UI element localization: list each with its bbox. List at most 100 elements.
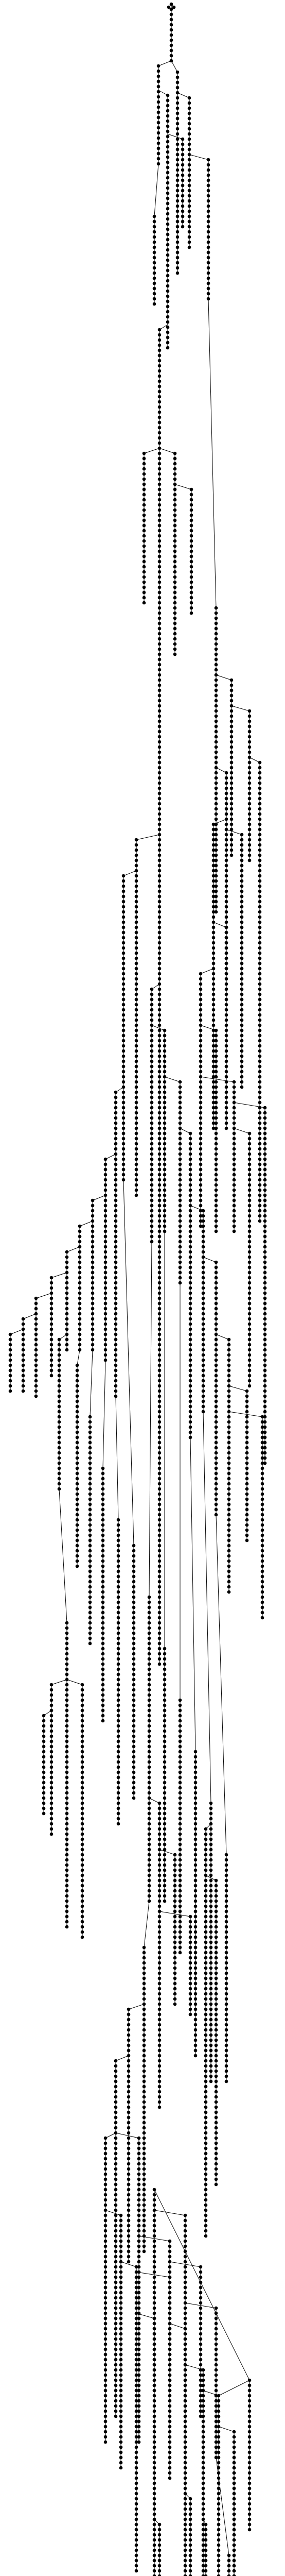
tree-node — [215, 1482, 218, 1486]
tree-node — [135, 936, 138, 940]
tree-node — [132, 1606, 136, 1609]
tree-node — [233, 1116, 236, 1120]
tree-node — [88, 1467, 92, 1470]
tree-node — [215, 709, 218, 713]
tree-node — [190, 509, 193, 512]
tree-node — [194, 1858, 198, 1862]
tree-node — [65, 1853, 69, 1857]
tree-node — [122, 1065, 126, 1069]
tree-node — [137, 2137, 141, 2140]
tree-node — [204, 2569, 208, 2573]
tree-node — [189, 1209, 192, 1213]
tree-node — [76, 1420, 79, 1424]
tree-node — [114, 1338, 118, 1342]
tree-node — [142, 452, 146, 455]
tree-node — [157, 70, 161, 73]
tree-node — [137, 2374, 141, 2377]
tree-node — [207, 256, 210, 260]
tree-node — [91, 1292, 95, 1295]
tree-node — [258, 1003, 262, 1007]
tree-node — [215, 797, 218, 801]
tree-node — [263, 1183, 267, 1187]
tree-node — [50, 1766, 54, 1769]
tree-node — [230, 797, 234, 801]
tree-node — [215, 725, 218, 728]
tree-node — [190, 601, 193, 605]
tree-node — [215, 2137, 218, 2140]
tree-node — [225, 931, 228, 935]
tree-node — [204, 1848, 208, 1852]
tree-node — [204, 2131, 208, 2135]
tree-node — [65, 1812, 69, 1816]
tree-node — [81, 1709, 84, 1713]
tree-node — [65, 1348, 69, 1352]
tree-node — [114, 2162, 118, 2166]
tree-node — [230, 782, 234, 785]
tree-node — [78, 1343, 82, 1347]
tree-node — [117, 1750, 120, 1754]
tree-node — [114, 2183, 118, 2187]
tree-edge — [116, 2056, 129, 2061]
tree-node — [258, 1153, 262, 1156]
tree-node — [230, 730, 234, 734]
tree-node — [150, 1003, 154, 1007]
tree-node — [202, 2497, 205, 2501]
tree-node — [132, 1544, 136, 1548]
tree-node — [114, 2317, 118, 2320]
tree-node — [148, 1884, 151, 1888]
tree-node — [163, 1802, 167, 1805]
tree-node — [153, 2384, 156, 2387]
tree-node — [142, 591, 146, 595]
tree-node — [135, 879, 138, 883]
tree-node — [263, 1142, 267, 1146]
tree-node — [212, 936, 216, 940]
tree-node — [81, 1802, 84, 1805]
tree-node — [184, 2219, 187, 2223]
tree-node — [173, 581, 177, 584]
tree-node — [81, 1915, 84, 1919]
tree-node — [153, 220, 156, 224]
tree-node — [163, 1122, 167, 1125]
tree-node — [153, 297, 156, 301]
tree-node — [148, 1848, 151, 1852]
tree-node — [158, 941, 162, 945]
tree-node — [78, 1317, 82, 1321]
tree-node — [150, 1080, 154, 1084]
tree-node — [215, 1225, 218, 1228]
tree-node — [248, 2451, 252, 2454]
tree-node — [173, 1982, 177, 1986]
tree-node — [248, 2507, 252, 2511]
tree-node — [158, 1158, 162, 1161]
tree-node — [50, 1317, 54, 1321]
tree-node — [166, 104, 170, 108]
tree-node — [204, 2559, 208, 2563]
tree-node — [215, 2100, 218, 2104]
tree-node — [114, 2224, 118, 2228]
tree-node — [240, 885, 244, 888]
tree-node — [114, 2301, 118, 2305]
tree-node — [114, 2374, 118, 2377]
tree-node — [127, 2131, 131, 2135]
tree-node — [142, 1987, 146, 1991]
tree-node — [158, 761, 162, 765]
tree-node — [127, 2260, 131, 2264]
tree-node — [148, 1693, 151, 1697]
tree-node — [135, 1101, 138, 1105]
tree-node — [158, 673, 162, 677]
tree-node — [114, 1312, 118, 1316]
tree-node — [158, 1142, 162, 1146]
tree-node — [202, 2446, 205, 2449]
tree-node — [117, 1663, 120, 1666]
tree-node — [122, 1116, 126, 1120]
tree-node — [204, 2075, 208, 2078]
tree-node — [189, 1997, 192, 2001]
tree-node — [202, 2477, 205, 2480]
tree-node — [166, 207, 170, 211]
tree-node — [225, 890, 228, 893]
tree-node — [207, 292, 210, 296]
tree-node — [158, 1900, 162, 1903]
tree-node — [248, 2379, 252, 2382]
tree-node — [173, 642, 177, 646]
tree-node — [189, 1369, 192, 1372]
tree-node — [58, 1431, 61, 1434]
